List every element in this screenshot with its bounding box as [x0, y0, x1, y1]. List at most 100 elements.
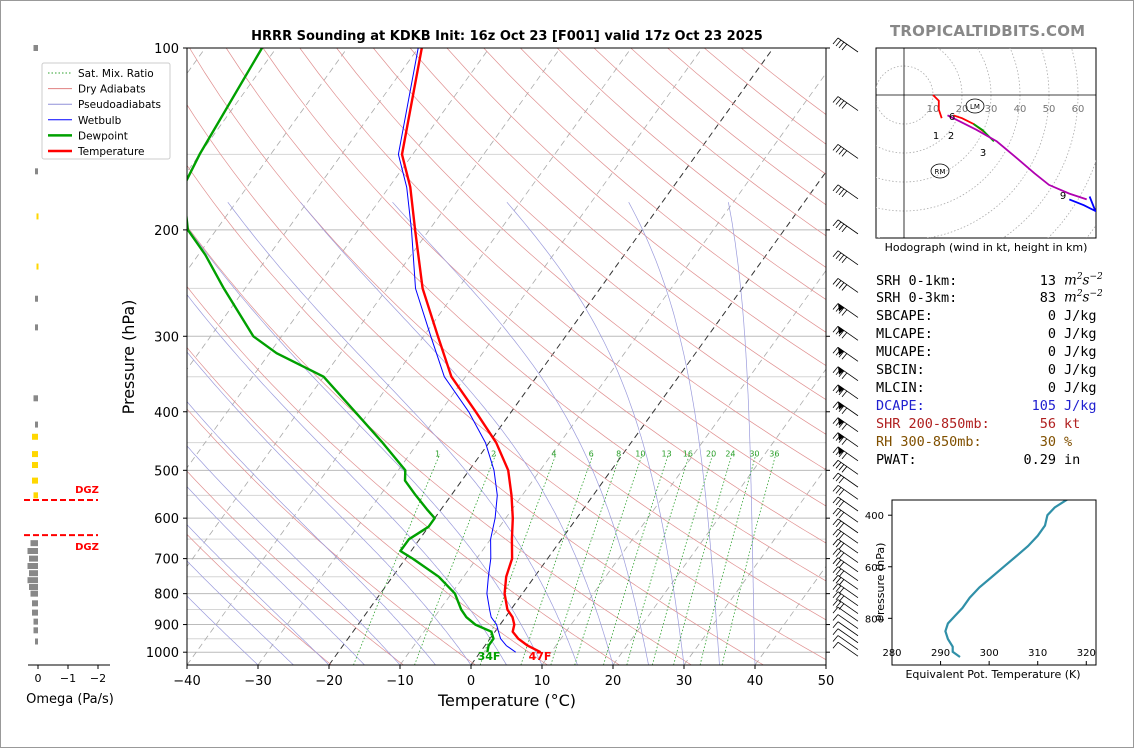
dry-adiabat-line [409, 48, 826, 401]
wind-barb-feather [832, 460, 839, 467]
y-tick-label: 200 [154, 224, 179, 239]
wind-barb-feather [838, 421, 845, 428]
wind-barb-feather [832, 583, 839, 590]
mixing-ratio-line [353, 453, 441, 665]
stat-value: 0.29 [1023, 452, 1056, 468]
hodograph-height-label: 1 [933, 131, 939, 142]
dry-adiabat-line [520, 48, 826, 300]
theta-x-tick-label: 280 [882, 648, 901, 659]
wind-barb-staff [837, 496, 859, 512]
skewt-profiles [187, 48, 542, 654]
stat-unit: in [1064, 452, 1081, 468]
wind-barb-feather [835, 462, 842, 469]
theta-y-tick-label: 600 [865, 563, 884, 574]
wind-barb-feather [838, 351, 845, 358]
wind-barb-feather [841, 43, 848, 51]
wind-barb-staff [837, 278, 859, 293]
theta-e-frame [891, 499, 1097, 666]
theta-e-plot [944, 500, 1070, 658]
omega-bar [27, 577, 38, 584]
x-tick-label: 30 [676, 674, 693, 689]
hodograph-label: Hodograph (wind in kt, height in km) [885, 241, 1088, 254]
pseudoadiabat-line [628, 202, 720, 665]
wind-barb-flag [838, 326, 844, 335]
omega-bar [32, 451, 38, 458]
wind-barb-feather [835, 520, 842, 528]
wind-barb-feather [832, 303, 839, 310]
wind-barb-feather [841, 438, 848, 445]
wind-barb-flag [838, 366, 844, 375]
wind-barb-feather [832, 366, 839, 373]
dry-adiabat-line [225, 48, 826, 582]
wind-barb-staff [837, 566, 859, 582]
wind-barb-feather [835, 252, 842, 260]
wind-barb-feather [835, 509, 842, 517]
stat-unit-part: m [1064, 289, 1077, 306]
mixing-ratio-label: 20 [706, 450, 716, 459]
x-tick-label: 20 [605, 674, 622, 689]
stat-row: SBCIN: 0 J/kg [876, 362, 1097, 378]
wind-barb-staff [837, 219, 859, 235]
stat-row: SHR 200-850mb: 56 kt [876, 416, 1080, 432]
hodograph-ring-label: 50 [1043, 104, 1056, 115]
legend-label: Dewpoint [78, 130, 128, 142]
pseudoadiabat-line [300, 201, 614, 665]
hodograph-ring-label: 10 [927, 104, 940, 115]
wind-barb-feather [832, 557, 839, 565]
stat-unit-part: 2 [1076, 272, 1083, 282]
wind-barb-feather [832, 599, 839, 606]
wind-barb-feather [832, 566, 839, 573]
wind-barb-feather [832, 326, 839, 333]
pseudoadiabat-line [187, 595, 259, 665]
pseudoadiabat-line [506, 201, 685, 665]
y-tick-label: 700 [154, 553, 179, 568]
wind-barb-feather [832, 472, 839, 480]
stat-value: 0 [1047, 362, 1056, 378]
hodograph-height-label: 9 [1060, 191, 1066, 202]
y-tick-label: 100 [154, 42, 179, 57]
omega-bar [29, 584, 38, 591]
pseudoadiabat-line [187, 294, 507, 665]
legend-label: Wetbulb [78, 115, 122, 127]
x-tick-label: 50 [818, 674, 835, 689]
omega-bar [29, 555, 38, 562]
wind-barb-feather [838, 464, 845, 471]
omega-bar [32, 600, 38, 607]
wind-barb-feather [835, 221, 842, 229]
theta-x-tick-label: 300 [980, 648, 999, 659]
wind-barb-feather [832, 628, 839, 635]
dry-adiabat-line [336, 48, 826, 471]
surface-dewpoint-label: 34F [478, 650, 501, 663]
wind-barb-feather [832, 528, 839, 536]
wind-barb-feather [835, 568, 842, 575]
omega-bar [33, 627, 38, 634]
wind-barb-staff [837, 528, 859, 544]
storm-motion-label: RM [935, 168, 946, 176]
stat-unit-part: m [1064, 272, 1077, 289]
skewt-ticks: 1 2 4 6 8 10 13 16 20 24 30 36−40 −30 −20 −10 0 10 20 30 40… [146, 42, 834, 689]
wind-barb-feather [832, 401, 839, 409]
pseudoadiabat-line [392, 201, 649, 665]
wind-barb-staff [837, 614, 859, 629]
skewt-legend: Sat. Mix. Ratio Dry Adiabats Pseudoadiabat… [41, 62, 171, 160]
mixing-ratio-label: 4 [551, 450, 556, 459]
stat-value: 0 [1047, 326, 1056, 342]
hodograph-trace [1068, 196, 1096, 213]
wind-barb-feather [838, 405, 845, 413]
stat-value: 105 [1031, 398, 1056, 414]
stat-row: SRH 0-3km: 83 m2s−2 [876, 289, 1103, 306]
stat-row: MLCIN: 0 J/kg [876, 380, 1097, 396]
wind-barb-feather [832, 591, 839, 598]
omega-bar [35, 638, 38, 645]
y-tick-label: 1000 [146, 646, 179, 661]
pseudoadiabat-line [187, 524, 330, 665]
storm-motion-marker [965, 98, 985, 114]
stat-unit: J/kg [1064, 398, 1097, 414]
y-tick-label: 400 [154, 406, 179, 421]
omega-tick-label: −1 [60, 672, 76, 685]
isotherm-line [187, 48, 561, 568]
wind-barb-staff [837, 184, 859, 200]
wind-barb-feather [832, 417, 839, 424]
stat-value: 0 [1047, 344, 1056, 360]
